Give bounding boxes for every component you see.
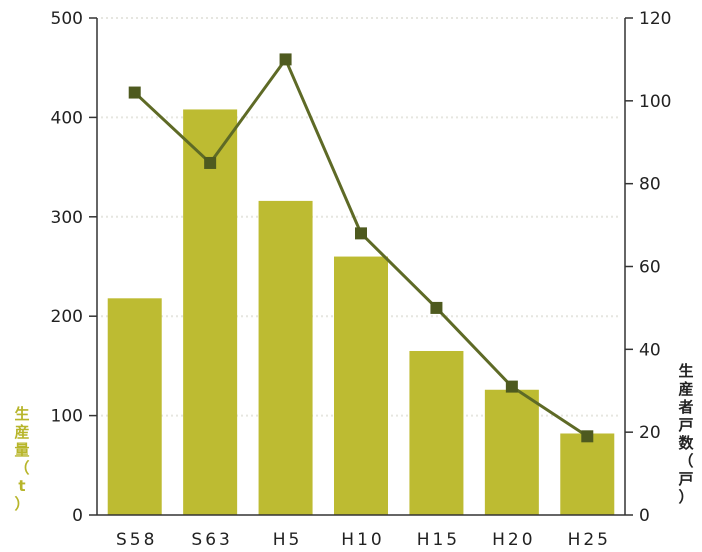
x-tick-label: H5: [273, 530, 303, 550]
left-y-tick-label: 100: [51, 407, 83, 427]
left-y-tick-label: 500: [51, 9, 83, 29]
bar: [409, 350, 464, 515]
right-y-axis-label-char: 数: [678, 434, 694, 452]
axes: [89, 17, 633, 516]
line-point: [279, 53, 292, 66]
x-tick-label: S63: [191, 530, 232, 550]
right-y-tick-label: 80: [639, 175, 661, 195]
right-y-axis-label-char: 戸: [678, 470, 694, 488]
bar: [484, 389, 539, 515]
line-point: [505, 380, 518, 393]
x-tick-label: S58: [116, 530, 157, 550]
right-y-axis-label-char: 生: [678, 362, 694, 380]
bar: [560, 433, 615, 515]
right-y-tick-label: 40: [639, 340, 661, 360]
left-y-axis-label: 生産量（t）: [12, 405, 32, 513]
right-y-tick-label: 60: [639, 258, 661, 278]
left-y-axis-label-char: 量: [14, 441, 30, 459]
left-y-axis-label-char: t: [18, 477, 26, 495]
right-y-axis-label-char: 産: [678, 380, 694, 398]
x-tick-label: H15: [417, 530, 460, 550]
left-y-tick-label: 200: [51, 307, 83, 327]
x-tick-label: H25: [568, 530, 611, 550]
bar: [107, 298, 162, 515]
right-y-tick-label: 0: [639, 506, 650, 526]
right-y-tick-label: 120: [639, 9, 671, 29]
right-y-axis-label-char: 者: [678, 398, 694, 416]
line-point: [430, 301, 443, 314]
bar: [334, 256, 388, 515]
right-y-axis-label-char: （: [678, 452, 694, 470]
right-y-axis-label: 生産者戸数（戸）: [676, 362, 696, 506]
right-y-tick-label: 20: [639, 423, 661, 443]
bar-series: [107, 109, 615, 515]
x-tick-label: H20: [492, 530, 535, 550]
right-y-tick-label: 100: [639, 92, 671, 112]
left-y-tick-label: 400: [51, 108, 83, 128]
bar: [183, 109, 238, 515]
x-tick-label: H10: [341, 530, 384, 550]
line-point: [204, 156, 217, 169]
line-series: [128, 53, 594, 443]
left-y-axis-label-char: ）: [14, 495, 30, 513]
left-y-tick-labels: 0 100 200 300 400 500: [51, 9, 83, 526]
left-y-tick-label: 0: [72, 506, 83, 526]
left-y-tick-label: 300: [51, 208, 83, 228]
line-point: [355, 227, 367, 240]
right-y-axis-label-char: ）: [678, 488, 694, 506]
right-y-axis-label-char: 戸: [678, 416, 694, 434]
line-point: [581, 430, 594, 443]
line-point: [128, 86, 141, 99]
bar: [258, 200, 313, 515]
right-y-tick-labels: 0 20 40 60 80 100 120: [639, 9, 671, 526]
left-y-axis-label-char: 生: [14, 405, 30, 423]
left-y-axis-label-char: （: [14, 459, 30, 477]
left-y-axis-label-char: 産: [14, 423, 30, 441]
x-tick-labels: S58 S63 H5 H10 H15 H20 H25: [116, 530, 611, 550]
